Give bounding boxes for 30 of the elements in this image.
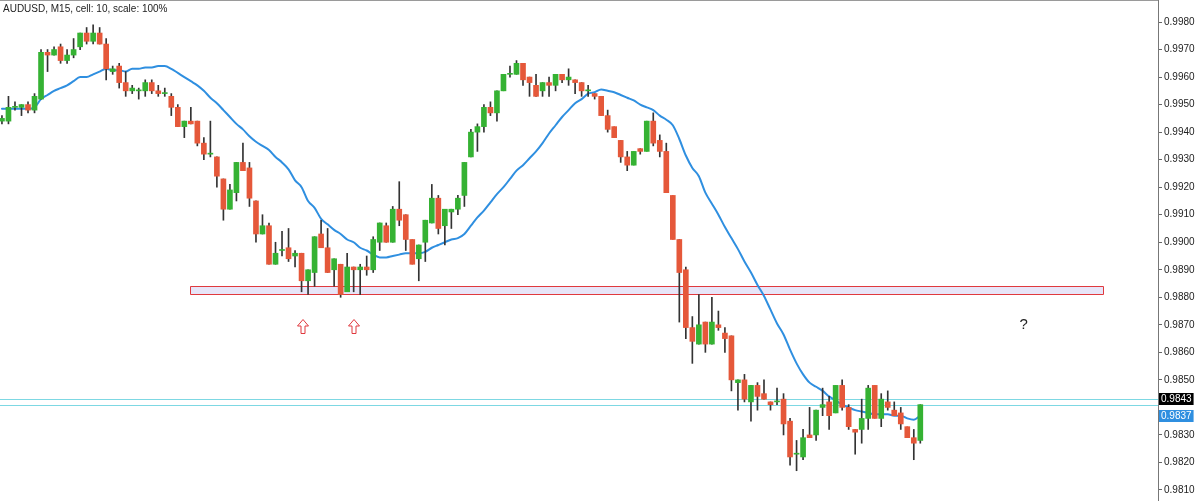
y-tick-label: 0.9920 [1164, 180, 1195, 192]
candlestick [279, 230, 285, 257]
candlestick [546, 76, 552, 97]
y-tick-label: 0.9910 [1164, 208, 1195, 220]
y-tick-label: 0.9810 [1164, 483, 1195, 495]
text: 0.9837 [1161, 410, 1193, 422]
y-tick-label: 0.9960 [1164, 70, 1195, 82]
chart-title: AUDUSD, M15, cell: 10, scale: 100% [3, 2, 168, 14]
y-tick-label: 0.9890 [1164, 263, 1195, 275]
y-tick-label: 0.9860 [1164, 346, 1195, 358]
y-tick-label: 0.9820 [1164, 456, 1195, 468]
y-tick-label: 0.9880 [1164, 291, 1195, 303]
y-tick-label: 0.9900 [1164, 235, 1195, 247]
candlestick [292, 250, 298, 268]
candlestick [735, 379, 741, 411]
text: ? [1019, 315, 1028, 333]
candlestick [363, 255, 370, 276]
candlestick [155, 85, 162, 97]
ref-line-label: 0.9843 [1161, 393, 1193, 405]
candlestick [357, 263, 364, 295]
y-tick-label: 0.9830 [1164, 428, 1195, 440]
candlestick [161, 87, 168, 97]
y-tick-label: 0.9930 [1164, 153, 1195, 165]
y-tick-label: 0.9870 [1164, 318, 1195, 330]
y-tick-label: 0.9970 [1164, 43, 1195, 55]
y-tick-label: 0.9950 [1164, 98, 1195, 110]
y-tick-label: 0.9980 [1164, 15, 1195, 27]
y-tick-label: 0.9940 [1164, 125, 1195, 137]
candlestick [852, 429, 859, 455]
y-tick-label: 0.9850 [1164, 373, 1195, 385]
